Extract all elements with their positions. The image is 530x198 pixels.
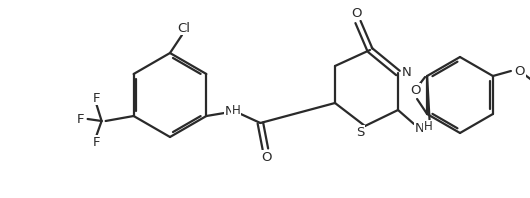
Text: O: O <box>410 84 420 96</box>
Text: H: H <box>423 121 432 133</box>
Text: O: O <box>515 65 525 77</box>
Text: N: N <box>402 66 412 78</box>
Text: Cl: Cl <box>178 22 190 34</box>
Text: N: N <box>415 122 425 134</box>
Text: O: O <box>261 150 271 164</box>
Text: S: S <box>356 126 364 138</box>
Text: F: F <box>77 112 84 126</box>
Text: F: F <box>93 135 100 148</box>
Text: O: O <box>352 7 362 19</box>
Text: N: N <box>225 105 234 117</box>
Text: F: F <box>93 91 100 105</box>
Text: H: H <box>232 104 241 116</box>
